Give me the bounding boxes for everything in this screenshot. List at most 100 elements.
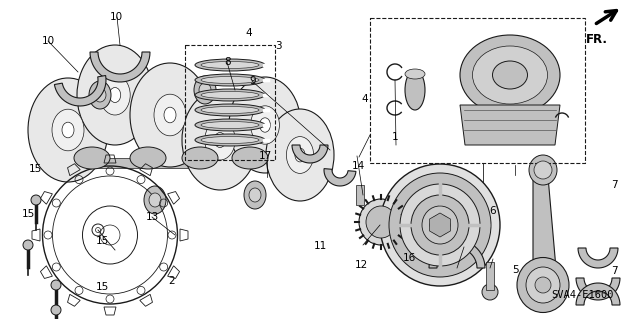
Text: 4: 4 <box>245 28 252 39</box>
Polygon shape <box>324 169 356 186</box>
Ellipse shape <box>28 78 108 182</box>
Ellipse shape <box>201 77 259 84</box>
Text: FR.: FR. <box>586 33 608 46</box>
Polygon shape <box>292 145 328 163</box>
Text: 11: 11 <box>314 241 326 251</box>
Ellipse shape <box>51 280 61 290</box>
Ellipse shape <box>422 206 458 244</box>
Ellipse shape <box>164 107 176 123</box>
Ellipse shape <box>287 137 314 174</box>
Ellipse shape <box>205 120 236 160</box>
Ellipse shape <box>295 148 305 162</box>
Ellipse shape <box>195 104 265 116</box>
Ellipse shape <box>182 90 258 190</box>
Text: 6: 6 <box>490 205 496 216</box>
Ellipse shape <box>130 63 210 167</box>
Ellipse shape <box>31 195 41 205</box>
Ellipse shape <box>201 137 259 144</box>
Text: 1: 1 <box>392 132 399 142</box>
Ellipse shape <box>400 184 480 266</box>
Ellipse shape <box>201 92 259 99</box>
Text: 15: 15 <box>96 282 109 292</box>
Ellipse shape <box>405 70 425 110</box>
Ellipse shape <box>201 122 259 129</box>
Ellipse shape <box>526 267 560 303</box>
Polygon shape <box>429 240 485 268</box>
Text: 17: 17 <box>259 151 272 161</box>
Ellipse shape <box>144 186 166 214</box>
Ellipse shape <box>194 76 216 104</box>
Ellipse shape <box>366 206 396 238</box>
Text: 2: 2 <box>168 276 175 286</box>
Ellipse shape <box>359 199 403 245</box>
Text: 9: 9 <box>250 76 256 86</box>
Ellipse shape <box>182 147 218 169</box>
Ellipse shape <box>100 75 130 115</box>
Text: 15: 15 <box>96 236 109 246</box>
Ellipse shape <box>260 118 270 132</box>
Polygon shape <box>54 76 106 106</box>
Ellipse shape <box>195 59 265 71</box>
Ellipse shape <box>130 147 166 169</box>
Ellipse shape <box>529 155 557 185</box>
Ellipse shape <box>249 188 261 202</box>
Ellipse shape <box>214 132 226 147</box>
Ellipse shape <box>472 46 547 104</box>
Text: 5: 5 <box>512 264 518 275</box>
Polygon shape <box>90 52 150 82</box>
Ellipse shape <box>517 257 569 313</box>
Ellipse shape <box>232 147 268 169</box>
Polygon shape <box>429 213 451 237</box>
Text: 16: 16 <box>403 253 416 263</box>
Polygon shape <box>460 105 560 145</box>
Ellipse shape <box>195 134 265 146</box>
Ellipse shape <box>51 305 61 315</box>
Ellipse shape <box>201 62 259 69</box>
Text: 10: 10 <box>42 36 54 47</box>
Ellipse shape <box>94 88 106 102</box>
Ellipse shape <box>244 181 266 209</box>
Ellipse shape <box>493 61 527 89</box>
Ellipse shape <box>62 122 74 138</box>
Text: 12: 12 <box>355 260 368 270</box>
Text: 10: 10 <box>110 11 123 22</box>
Ellipse shape <box>149 193 161 207</box>
Ellipse shape <box>411 195 469 255</box>
Polygon shape <box>578 248 618 268</box>
Ellipse shape <box>195 74 265 86</box>
Text: 4: 4 <box>362 94 368 104</box>
Text: SVA4-E1600: SVA4-E1600 <box>551 290 613 300</box>
Text: 8: 8 <box>224 57 230 67</box>
Ellipse shape <box>195 119 265 131</box>
Ellipse shape <box>430 215 450 235</box>
Ellipse shape <box>482 284 498 300</box>
Text: 13: 13 <box>146 212 159 222</box>
Ellipse shape <box>229 77 301 173</box>
Text: 14: 14 <box>352 161 365 171</box>
Polygon shape <box>356 185 364 205</box>
Ellipse shape <box>460 35 560 115</box>
Ellipse shape <box>52 109 84 151</box>
Ellipse shape <box>266 109 334 201</box>
Text: 3: 3 <box>275 41 282 51</box>
Text: 7: 7 <box>611 266 618 276</box>
Text: 7: 7 <box>611 180 618 190</box>
Polygon shape <box>45 158 310 168</box>
Ellipse shape <box>195 89 265 101</box>
Ellipse shape <box>535 277 551 293</box>
Ellipse shape <box>251 106 280 144</box>
Ellipse shape <box>74 147 110 169</box>
Ellipse shape <box>405 69 425 79</box>
Text: 15: 15 <box>22 209 35 219</box>
Ellipse shape <box>199 83 211 97</box>
Ellipse shape <box>23 240 33 250</box>
Ellipse shape <box>154 94 186 136</box>
Ellipse shape <box>89 81 111 109</box>
Ellipse shape <box>201 107 259 114</box>
Polygon shape <box>486 262 494 290</box>
Polygon shape <box>576 283 620 305</box>
Text: 15: 15 <box>29 164 42 174</box>
Ellipse shape <box>109 87 121 102</box>
Ellipse shape <box>534 161 552 179</box>
Ellipse shape <box>380 164 500 286</box>
